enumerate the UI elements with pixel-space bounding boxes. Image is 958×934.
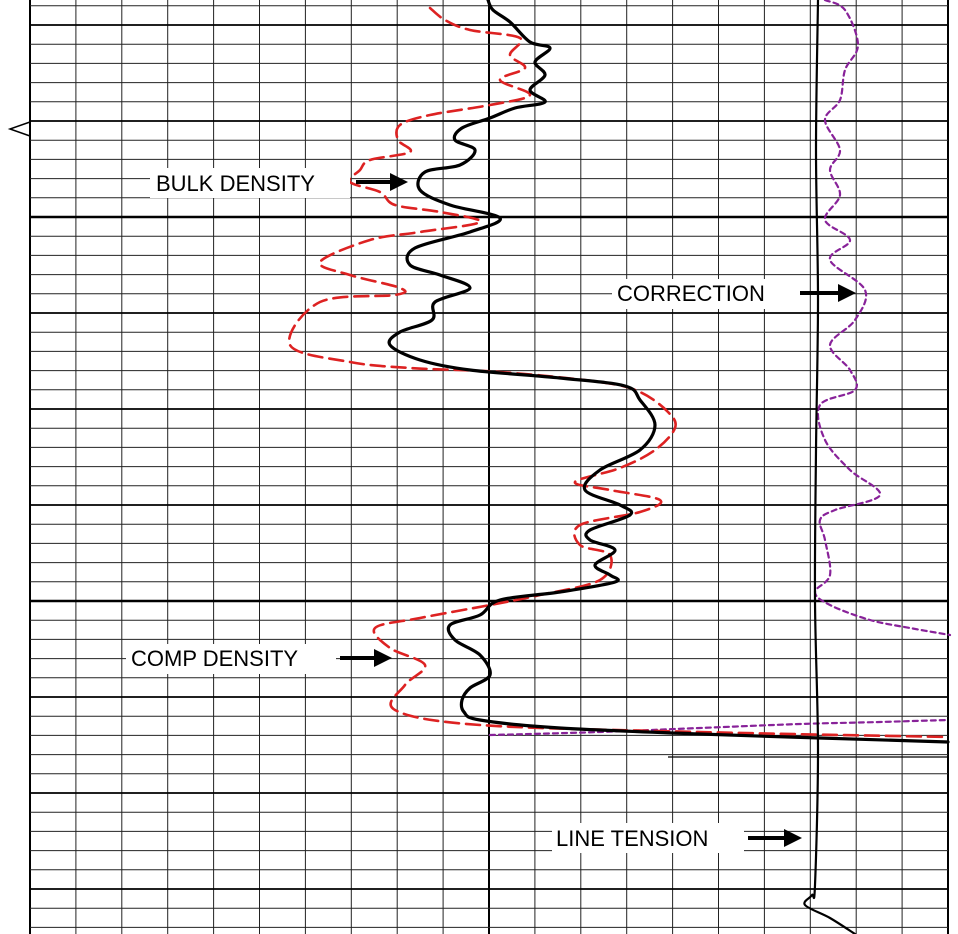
log-grid: [29, 0, 949, 934]
log-curves: [287, 0, 952, 934]
comp-density-label-bg: [126, 644, 336, 674]
line-tension-label-bg: [552, 823, 744, 853]
correction-arrow-icon: [800, 284, 856, 302]
depth-marker-icon: [7, 121, 31, 137]
bulk-density-curve: [387, 0, 950, 744]
comp-density-label: COMP DENSITY: [131, 646, 298, 671]
correction-lower-curve: [488, 718, 950, 737]
bulk-density-annotation: BULK DENSITY: [150, 168, 408, 198]
correction-curve: [813, 0, 952, 637]
line-tension-annotation: LINE TENSION: [552, 823, 802, 853]
bulk-density-arrow-icon: [356, 173, 408, 191]
bulk-density-label-bg: [150, 168, 350, 198]
line-tension-curve: [803, 0, 857, 934]
curve-labels: BULK DENSITY CORRECTION COMP DENSITY: [126, 168, 856, 853]
comp-density-annotation: COMP DENSITY: [126, 644, 392, 674]
bulk-density-label: BULK DENSITY: [156, 171, 315, 196]
comp-density-curve: [287, 6, 950, 739]
correction-annotation: CORRECTION: [612, 279, 856, 309]
line-tension-label: LINE TENSION: [556, 826, 708, 851]
correction-label: CORRECTION: [617, 281, 765, 306]
line-tension-arrow-icon: [748, 829, 802, 847]
comp-density-arrow-icon: [340, 649, 392, 667]
correction-label-bg: [612, 279, 800, 309]
